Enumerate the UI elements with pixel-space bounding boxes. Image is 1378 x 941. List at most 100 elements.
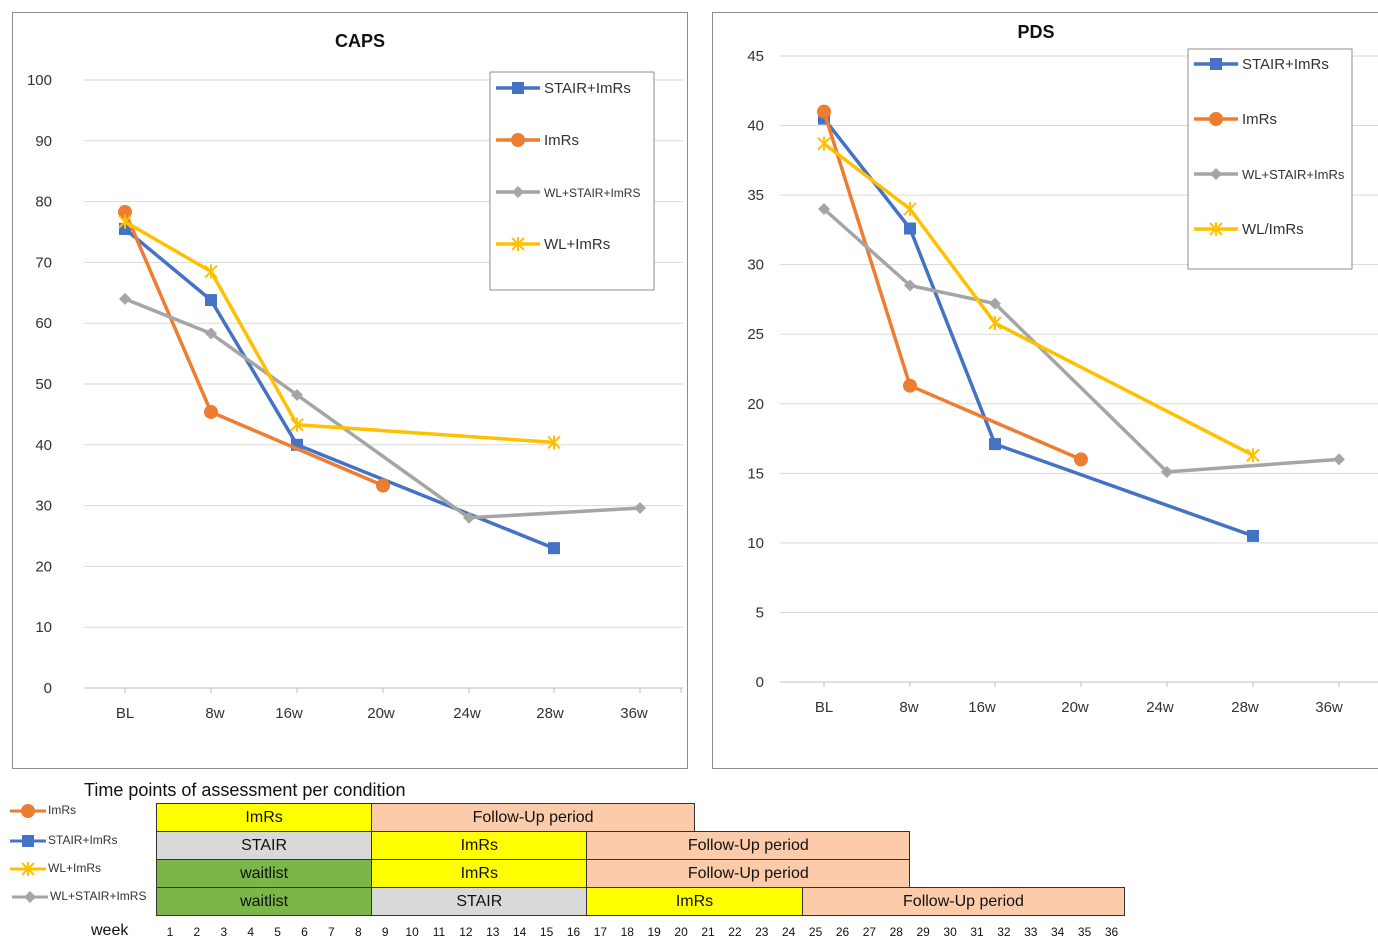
chart-1-y-tick-label: 45 [747,48,764,65]
week-number: 14 [513,925,527,939]
week-number: 23 [755,925,769,939]
chart-0-data-point-0 [548,542,560,555]
chart-0-data-point-2 [119,292,131,305]
chart-0-data-point-1 [118,204,132,219]
chart-1-y-tick-label: 40 [747,118,764,135]
chart-0-legend-label: WL+STAIR+ImRS [544,186,640,200]
week-number: 3 [220,925,228,939]
chart-1-legend-label: WL+STAIR+ImRs [1242,167,1345,182]
chart-0-legend-marker [512,186,524,198]
chart-0-legend-marker [512,82,524,94]
chart-1-data-point-2 [904,279,916,292]
chart-0-legend-marker [511,133,525,147]
chart-1-series-line-0 [822,117,1254,538]
week-number: 21 [701,925,715,939]
chart-0-y-tick-label: 10 [35,619,52,636]
chart-1-legend-marker [1209,222,1223,236]
chart-1-title: PDS [1017,22,1054,42]
chart-0-x-tick-label: BL [116,705,134,722]
chart-0-legend-label: ImRs [544,132,579,149]
chart-0-data-point-3 [118,214,132,229]
chart-0-legend-label: STAIR+ImRs [544,80,631,97]
timeline-segment: STAIR [371,887,588,916]
timeline-row-legend-label: ImRs [48,803,76,817]
chart-1-data-point-0 [989,438,1001,451]
caps-chart: 0 10 20 30 40 50 60 70 80 90 100 BL 8w 16w 20w 24w 28w 36… [27,31,683,722]
chart-1-legend-label: STAIR+ImRs [1242,56,1329,73]
timeline-row-legend: WL+ImRs [8,861,101,876]
week-number: 22 [728,925,742,939]
chart-1-data-point-2 [989,297,1001,310]
chart-1-x-tick-label: 8w [899,699,918,716]
week-number: 4 [247,925,255,939]
chart-0-data-point-1 [376,478,390,493]
chart-1-y-tick-label: 10 [747,535,764,552]
chart-0-series-line-3 [124,220,555,445]
week-number: 7 [328,925,335,939]
week-number: 34 [1051,925,1065,939]
chart-1-y-tick-label: 25 [747,326,764,343]
week-number: 36 [1104,925,1119,939]
week-number: 32 [997,925,1011,939]
week-number: 35 [1077,925,1092,939]
chart-1-x-tick-label: BL [815,699,833,716]
chart-0-x-tick-label: 8w [205,705,224,722]
chart-0-data-point-3 [204,264,218,279]
chart-0-data-point-2 [634,502,646,515]
week-number: 26 [835,925,850,939]
week-number: 30 [943,925,957,939]
chart-1-legend-label: ImRs [1242,111,1277,128]
chart-0-data-point-2 [463,511,475,524]
chart-0-y-tick-label: 60 [35,315,52,332]
chart-1-data-point-3 [1246,448,1260,463]
timeline-segment: STAIR [156,831,373,860]
timeline-segment: waitlist [156,859,373,888]
chart-0-y-tick-label: 80 [35,194,52,211]
timeline-row-legend-label: STAIR+ImRs [48,833,118,847]
chart-0-data-point-2 [205,327,217,340]
circle-legend-icon [10,803,46,818]
chart-0-data-point-1 [204,404,218,419]
chart-0-series-line-0 [123,227,555,550]
week-number: 24 [782,925,796,939]
chart-0-legend-label: WL+ImRs [544,236,610,253]
chart-0-title: CAPS [335,31,385,51]
chart-0-x-tick-label: 24w [453,705,481,722]
timeline-segment: Follow-Up period [801,887,1126,916]
diamond-legend-icon [12,890,48,903]
week-number: 18 [620,925,634,939]
chart-1-data-point-0 [904,222,916,235]
chart-1-data-point-1 [1074,452,1088,467]
chart-1-data-point-3 [988,316,1002,331]
chart-1-data-point-2 [818,203,830,216]
chart-1-x-tick-label: 36w [1315,699,1343,716]
chart-1-legend-marker [1210,58,1222,70]
chart-1-y-tick-label: 0 [756,674,764,691]
timeline-segment: waitlist [156,887,373,916]
legend-marker [21,803,35,818]
week-number: 6 [301,925,308,939]
timeline-row-legend: ImRs [8,803,76,818]
caps-chart-panel: 0 10 20 30 40 50 60 70 80 90 100 BL 8w 16w 20w 24w 28w 36… [12,12,688,769]
chart-1-legend-label: WL/ImRs [1242,221,1304,238]
chart-1-data-point-2 [1333,453,1345,466]
timeline-row-legend-label: WL+ImRs [48,861,102,875]
square-legend-icon [10,834,46,847]
chart-0-x-tick-label: 16w [275,705,303,722]
chart-0-y-tick-label: 0 [44,680,52,697]
week-number: 10 [405,925,419,939]
legend-marker [24,890,36,903]
chart-0-y-tick-label: 40 [35,437,52,454]
week-number: 8 [354,925,362,939]
chart-0-data-point-3 [547,435,561,450]
chart-1-x-tick-label: 16w [968,699,996,716]
week-number: 1 [166,925,174,939]
chart-0-y-tick-label: 90 [35,133,52,150]
chart-1-data-point-0 [1247,529,1259,542]
chart-1-series-line-3 [822,142,1254,457]
chart-1-y-tick-label: 35 [747,187,764,204]
chart-1-data-point-1 [903,378,917,393]
chart-1-y-tick-label: 30 [747,257,764,274]
chart-1-series-line-1 [822,111,1082,462]
timeline-segment: Follow-Up period [371,803,695,832]
